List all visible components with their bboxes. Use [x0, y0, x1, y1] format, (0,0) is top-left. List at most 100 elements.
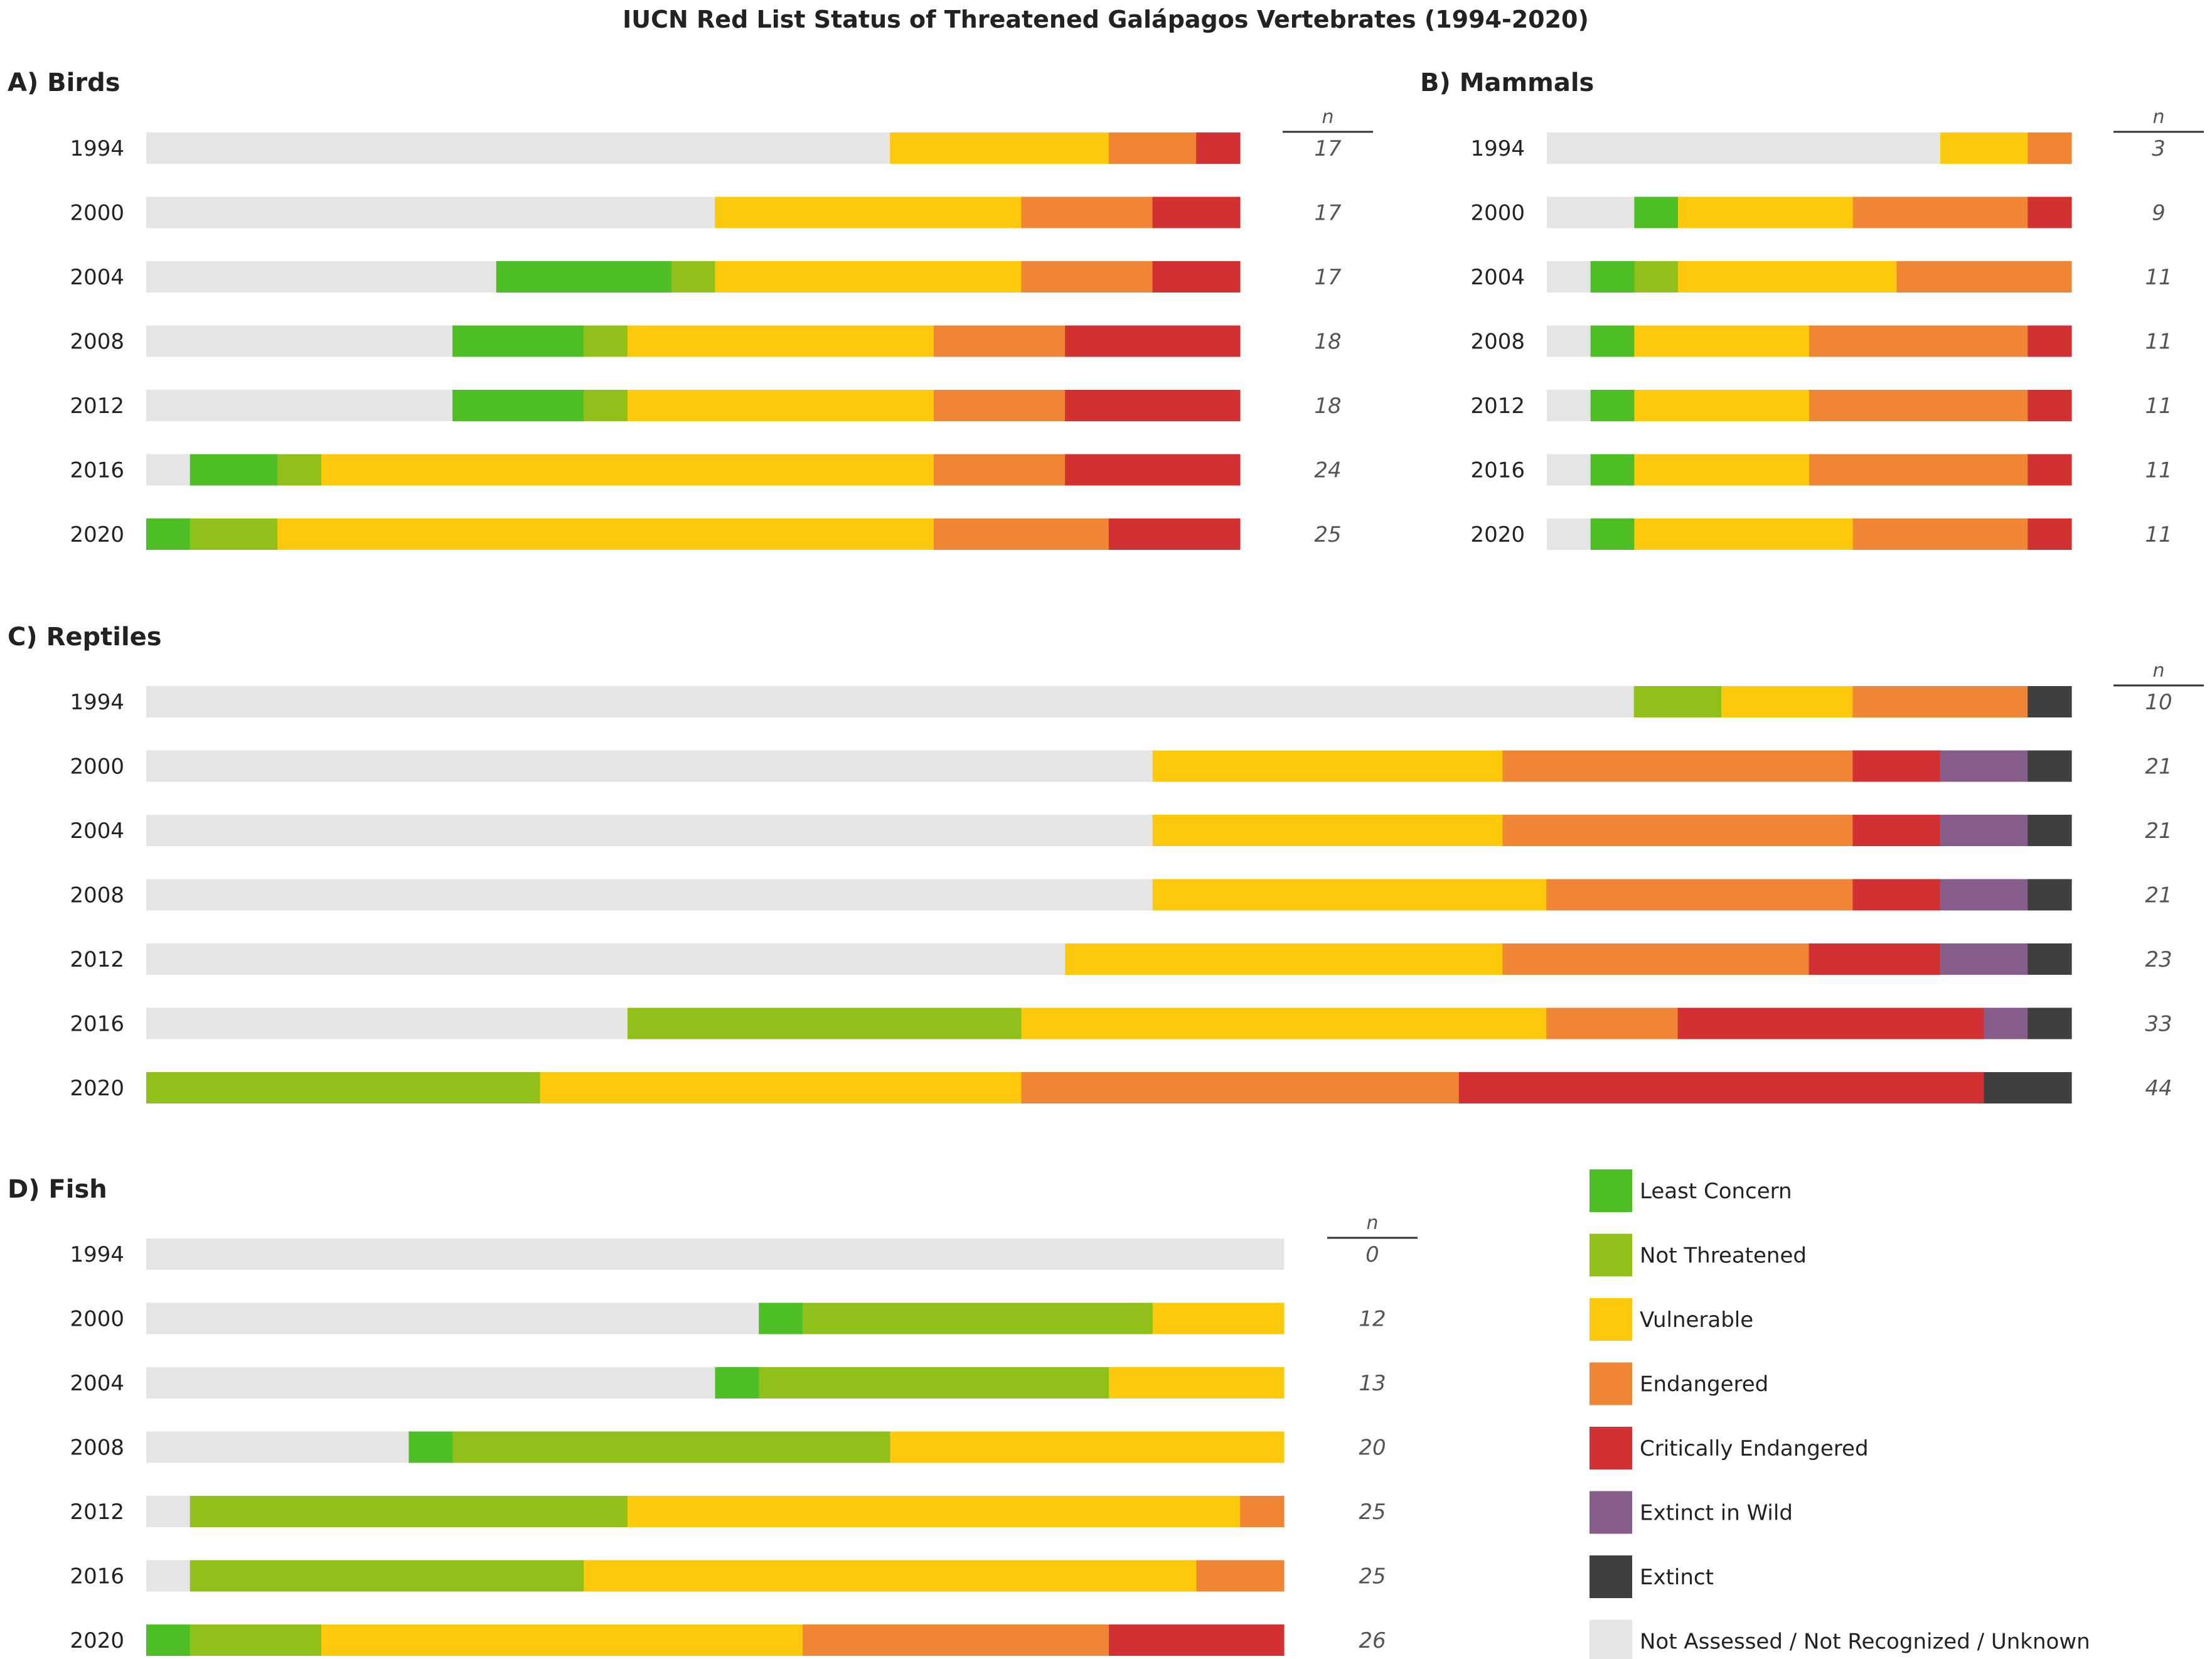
n-header: n [1322, 106, 1333, 128]
bar-segment-na [146, 815, 1153, 846]
bar-row: 2020 26 [70, 1624, 1386, 1656]
panel-title: C) Reptiles [8, 623, 162, 652]
year-label: 2000 [70, 754, 124, 780]
bar-segment-cr [1458, 1072, 1985, 1103]
n-value: 21 [2145, 883, 2172, 908]
bar-segment-en [802, 1624, 1109, 1656]
bar-segment-lc [146, 1624, 191, 1656]
bar-row: 2012 11 [1470, 390, 2172, 421]
legend-label: Extinct [1640, 1565, 1714, 1590]
bar-segment-en [1021, 1072, 1460, 1103]
bar-segment-vu [890, 1431, 1285, 1463]
bar-segment-en [933, 390, 1066, 421]
bar-segment-vu [1152, 750, 1504, 782]
bar-segment-vu [1634, 390, 1810, 421]
legend-item: Vulnerable [1590, 1298, 1753, 1341]
bar-segment-ew [1940, 750, 2028, 782]
year-label: 2016 [1470, 458, 1525, 483]
n-value: 26 [1359, 1628, 1386, 1653]
bar-row: 1994 3 [1470, 132, 2166, 164]
bar-row: 2020 25 [70, 518, 1342, 550]
bar-segment-vu [1634, 454, 1810, 486]
bar-row: 2020 44 [70, 1072, 2172, 1103]
year-label: 2008 [70, 330, 124, 355]
bar-segment-vu [277, 518, 934, 550]
bar-segment-lc [496, 261, 672, 293]
legend-swatch [1590, 1362, 1632, 1405]
bar-segment-nt [759, 1367, 1109, 1399]
n-value: 11 [2145, 522, 2172, 547]
bar-segment-na [146, 943, 1066, 975]
bar-segment-en [2028, 132, 2072, 164]
bar-segment-en [933, 454, 1066, 486]
bar-row: 2012 18 [70, 390, 1342, 421]
year-label: 1994 [1470, 136, 1525, 161]
bar-segment-lc [452, 325, 584, 357]
legend-label: Not Threatened [1640, 1243, 1807, 1269]
legend-label: Vulnerable [1640, 1307, 1753, 1333]
bar-segment-cr [1677, 1007, 1985, 1039]
bar-segment-en [1896, 261, 2072, 293]
bar-segment-vu [1721, 686, 1853, 717]
bar-segment-cr [2028, 518, 2072, 550]
n-value: 18 [1314, 330, 1341, 355]
bar-segment-na [146, 1238, 1285, 1270]
bar-segment-lc [1590, 518, 1635, 550]
year-label: 1994 [70, 690, 124, 715]
bar-segment-lc [1590, 454, 1635, 486]
n-value: 11 [2145, 330, 2172, 355]
panel-2: C) Reptiles n 1994 10 2000 21 2004 21 2008 21 2012… [8, 623, 2204, 1103]
bar-segment-na [1547, 325, 1591, 357]
bar-segment-cr [1065, 454, 1241, 486]
n-value: 12 [1359, 1307, 1386, 1332]
year-label: 2008 [70, 1436, 124, 1461]
legend-swatch [1590, 1233, 1632, 1277]
bar-segment-en [1502, 815, 1853, 846]
bar-segment-lc [190, 454, 278, 486]
bar-segment-lc [146, 518, 191, 550]
bar-segment-en [1196, 1560, 1285, 1592]
bar-segment-en [1546, 879, 1853, 911]
bar-segment-ew [1940, 815, 2028, 846]
bar-segment-na [146, 1431, 409, 1463]
n-value: 3 [2152, 136, 2166, 161]
year-label: 2012 [70, 947, 124, 972]
bar-row: 2020 11 [1470, 518, 2172, 550]
bar-segment-na [1547, 454, 1591, 486]
n-value: 17 [1314, 201, 1342, 226]
bar-segment-na [1547, 518, 1591, 550]
bar-segment-vu [1152, 1302, 1285, 1334]
bar-segment-nt [190, 518, 278, 550]
bar-segment-en [1809, 454, 2028, 486]
bar-segment-cr [1852, 879, 1941, 911]
bar-segment-lc [759, 1302, 803, 1334]
bar-segment-vu [1152, 879, 1547, 911]
n-value: 10 [2145, 690, 2172, 715]
year-label: 2008 [70, 883, 124, 908]
bar-segment-cr [2028, 454, 2072, 486]
n-value: 44 [2145, 1076, 2172, 1101]
bar-segment-vu [1065, 943, 1504, 975]
panel-title: B) Mammals [1420, 68, 1594, 97]
legend-label: Extinct in Wild [1640, 1501, 1793, 1526]
bar-segment-en [1502, 943, 1810, 975]
n-value: 0 [1365, 1242, 1379, 1267]
year-label: 2020 [70, 522, 124, 547]
bar-segment-cr [2028, 325, 2072, 357]
bar-segment-cr [1065, 390, 1241, 421]
bar-segment-nt [671, 261, 715, 293]
bar-row: 1994 0 [70, 1238, 1379, 1270]
bar-segment-en [1502, 750, 1853, 782]
bar-segment-na [146, 325, 453, 357]
bar-segment-vu [1109, 1367, 1285, 1399]
year-label: 2012 [1470, 394, 1525, 419]
bar-segment-na [146, 1560, 191, 1592]
legend-swatch [1590, 1555, 1632, 1598]
bar-segment-na [146, 686, 1635, 717]
bar-segment-vu [1678, 261, 1897, 293]
bar-row: 1994 17 [70, 132, 1342, 164]
bar-segment-na [1547, 196, 1635, 228]
n-value: 24 [1314, 458, 1341, 483]
bar-segment-na [1547, 390, 1591, 421]
